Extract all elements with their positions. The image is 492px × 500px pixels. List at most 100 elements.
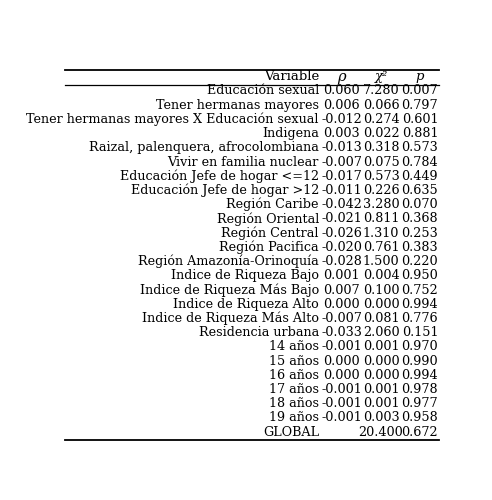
Text: 0.601: 0.601 (401, 113, 438, 126)
Text: ρ: ρ (338, 70, 346, 84)
Text: 7.280: 7.280 (363, 84, 400, 98)
Text: 0.672: 0.672 (401, 426, 438, 438)
Text: 0.449: 0.449 (401, 170, 438, 183)
Text: Tener hermanas mayores X Educación sexual: Tener hermanas mayores X Educación sexua… (27, 112, 319, 126)
Text: 0.226: 0.226 (363, 184, 400, 197)
Text: 0.100: 0.100 (363, 284, 400, 296)
Text: 0.881: 0.881 (401, 127, 438, 140)
Text: 0.022: 0.022 (363, 127, 400, 140)
Text: 0.000: 0.000 (363, 369, 400, 382)
Text: 0.573: 0.573 (401, 142, 438, 154)
Text: 0.001: 0.001 (363, 340, 400, 353)
Text: -0.001: -0.001 (321, 340, 362, 353)
Text: Indigena: Indigena (262, 127, 319, 140)
Text: 0.761: 0.761 (363, 241, 400, 254)
Text: 0.075: 0.075 (363, 156, 400, 168)
Text: 20.400: 20.400 (359, 426, 403, 438)
Text: -0.013: -0.013 (321, 142, 362, 154)
Text: Región Amazonía-Orinoquía: Región Amazonía-Orinoquía (138, 255, 319, 268)
Text: χ²: χ² (374, 70, 388, 83)
Text: Educación Jefe de hogar >12: Educación Jefe de hogar >12 (130, 184, 319, 197)
Text: Indice de Riqueza Alto: Indice de Riqueza Alto (173, 298, 319, 310)
Text: -0.033: -0.033 (321, 326, 362, 339)
Text: 1.310: 1.310 (363, 226, 399, 239)
Text: 0.000: 0.000 (363, 354, 400, 368)
Text: 0.383: 0.383 (401, 241, 438, 254)
Text: -0.001: -0.001 (321, 412, 362, 424)
Text: 0.003: 0.003 (363, 412, 400, 424)
Text: Educación sexual: Educación sexual (207, 84, 319, 98)
Text: 0.994: 0.994 (401, 369, 438, 382)
Text: Región Pacifica: Región Pacifica (219, 240, 319, 254)
Text: Variable: Variable (264, 70, 319, 83)
Text: 0.368: 0.368 (401, 212, 438, 226)
Text: 0.004: 0.004 (363, 270, 400, 282)
Text: 0.006: 0.006 (323, 98, 360, 112)
Text: -0.011: -0.011 (321, 184, 362, 197)
Text: 0.007: 0.007 (323, 284, 360, 296)
Text: 0.000: 0.000 (323, 298, 360, 310)
Text: 0.958: 0.958 (401, 412, 438, 424)
Text: -0.042: -0.042 (321, 198, 362, 211)
Text: 0.001: 0.001 (324, 270, 360, 282)
Text: 0.066: 0.066 (363, 98, 400, 112)
Text: 0.001: 0.001 (363, 398, 400, 410)
Text: Indice de Riqueza Bajo: Indice de Riqueza Bajo (171, 270, 319, 282)
Text: 0.081: 0.081 (363, 312, 400, 325)
Text: 0.950: 0.950 (401, 270, 438, 282)
Text: 0.003: 0.003 (323, 127, 360, 140)
Text: 1.500: 1.500 (363, 255, 400, 268)
Text: 0.797: 0.797 (401, 98, 438, 112)
Text: Residencia urbana: Residencia urbana (199, 326, 319, 339)
Text: 3.280: 3.280 (363, 198, 400, 211)
Text: -0.026: -0.026 (321, 226, 362, 239)
Text: -0.007: -0.007 (321, 156, 362, 168)
Text: p: p (416, 70, 424, 83)
Text: 0.784: 0.784 (401, 156, 438, 168)
Text: 0.990: 0.990 (401, 354, 438, 368)
Text: 0.007: 0.007 (401, 84, 438, 98)
Text: 0.977: 0.977 (401, 398, 438, 410)
Text: Indice de Riqueza Más Alto: Indice de Riqueza Más Alto (142, 312, 319, 325)
Text: Región Central: Región Central (221, 226, 319, 240)
Text: 0.001: 0.001 (363, 383, 400, 396)
Text: 19 años: 19 años (269, 412, 319, 424)
Text: Vivir en familia nuclear: Vivir en familia nuclear (167, 156, 319, 168)
Text: Región Oriental: Región Oriental (216, 212, 319, 226)
Text: -0.021: -0.021 (321, 212, 362, 226)
Text: Región Caribe: Región Caribe (226, 198, 319, 211)
Text: 0.573: 0.573 (363, 170, 400, 183)
Text: 0.970: 0.970 (401, 340, 438, 353)
Text: 0.000: 0.000 (363, 298, 400, 310)
Text: 0.811: 0.811 (363, 212, 399, 226)
Text: -0.028: -0.028 (321, 255, 362, 268)
Text: Tener hermanas mayores: Tener hermanas mayores (156, 98, 319, 112)
Text: 0.776: 0.776 (401, 312, 438, 325)
Text: 0.752: 0.752 (401, 284, 438, 296)
Text: GLOBAL: GLOBAL (263, 426, 319, 438)
Text: 0.978: 0.978 (401, 383, 438, 396)
Text: 0.070: 0.070 (401, 198, 438, 211)
Text: 0.994: 0.994 (401, 298, 438, 310)
Text: 2.060: 2.060 (363, 326, 400, 339)
Text: 0.151: 0.151 (401, 326, 438, 339)
Text: 15 años: 15 años (269, 354, 319, 368)
Text: 17 años: 17 años (269, 383, 319, 396)
Text: 0.220: 0.220 (401, 255, 438, 268)
Text: 0.318: 0.318 (363, 142, 400, 154)
Text: -0.020: -0.020 (321, 241, 362, 254)
Text: 0.253: 0.253 (401, 226, 438, 239)
Text: -0.001: -0.001 (321, 383, 362, 396)
Text: 14 años: 14 años (269, 340, 319, 353)
Text: 0.000: 0.000 (323, 369, 360, 382)
Text: 16 años: 16 años (269, 369, 319, 382)
Text: 0.635: 0.635 (401, 184, 438, 197)
Text: Educación Jefe de hogar <=12: Educación Jefe de hogar <=12 (120, 170, 319, 183)
Text: Raizal, palenquera, afrocolombiana: Raizal, palenquera, afrocolombiana (89, 142, 319, 154)
Text: -0.012: -0.012 (321, 113, 362, 126)
Text: 18 años: 18 años (269, 398, 319, 410)
Text: -0.001: -0.001 (321, 398, 362, 410)
Text: 0.274: 0.274 (363, 113, 400, 126)
Text: 0.060: 0.060 (323, 84, 360, 98)
Text: 0.000: 0.000 (323, 354, 360, 368)
